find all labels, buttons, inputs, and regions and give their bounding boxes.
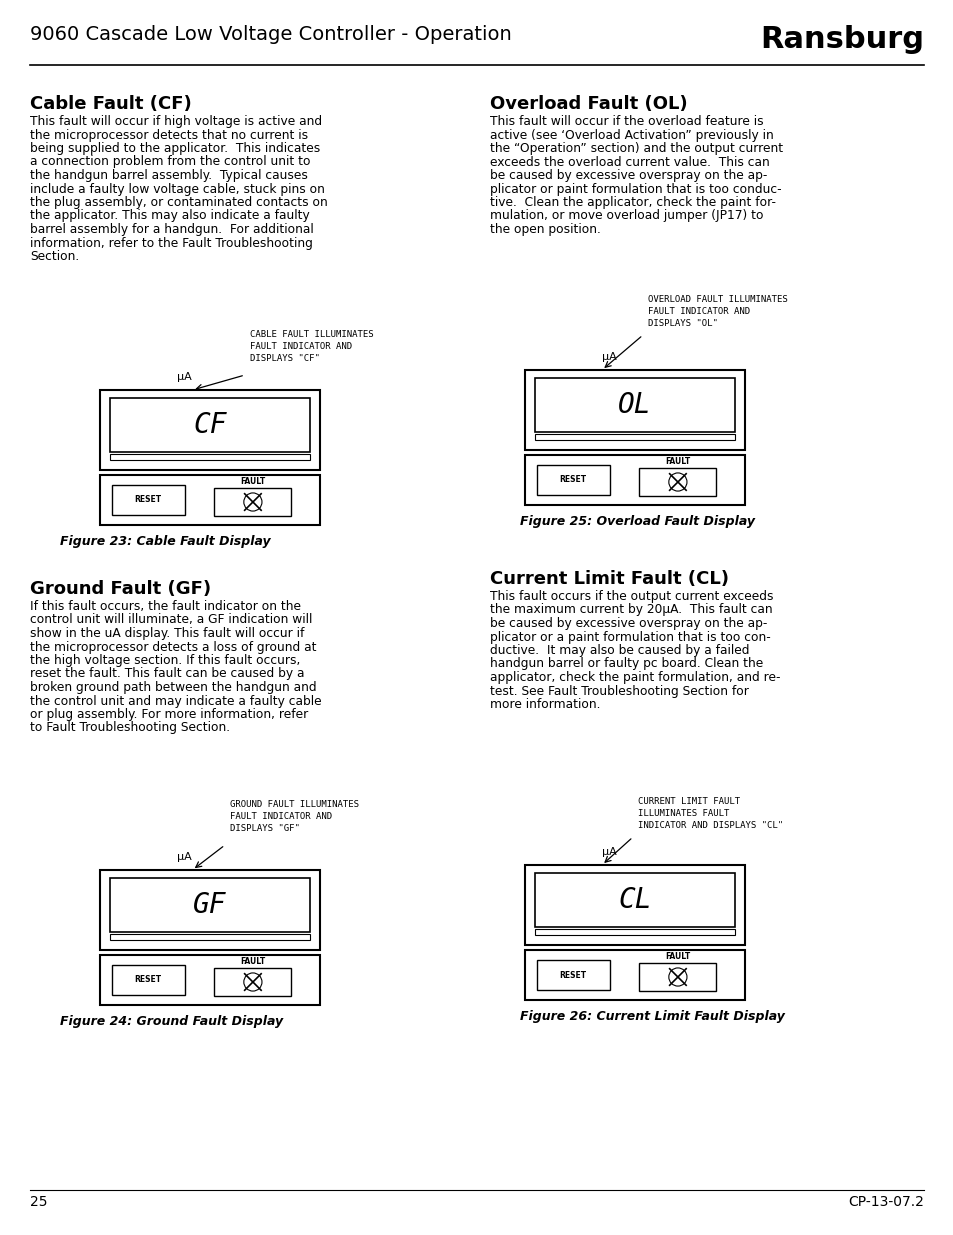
Text: μA: μA (177, 372, 192, 382)
Text: barrel assembly for a handgun.  For additional: barrel assembly for a handgun. For addit… (30, 224, 314, 236)
Text: If this fault occurs, the fault indicator on the: If this fault occurs, the fault indicato… (30, 600, 301, 613)
Text: RESET: RESET (559, 971, 586, 979)
Text: the plug assembly, or contaminated contacts on: the plug assembly, or contaminated conta… (30, 196, 328, 209)
Text: Figure 24: Ground Fault Display: Figure 24: Ground Fault Display (60, 1015, 283, 1028)
Bar (524, 950, 744, 1000)
Text: Overload Fault (OL): Overload Fault (OL) (490, 95, 687, 112)
Text: the “Operation” section) and the output current: the “Operation” section) and the output … (490, 142, 782, 156)
Text: mulation, or move overload jumper (JP17) to: mulation, or move overload jumper (JP17)… (490, 210, 762, 222)
Text: the control unit and may indicate a faulty cable: the control unit and may indicate a faul… (30, 694, 321, 708)
Text: RESET: RESET (559, 475, 586, 484)
Text: the microprocessor detects a loss of ground at: the microprocessor detects a loss of gro… (30, 641, 316, 653)
Bar (537, 960, 609, 990)
Bar (100, 390, 319, 471)
Text: Figure 26: Current Limit Fault Display: Figure 26: Current Limit Fault Display (519, 1010, 784, 1023)
Text: being supplied to the applicator.  This indicates: being supplied to the applicator. This i… (30, 142, 320, 156)
Text: test. See Fault Troubleshooting Section for: test. See Fault Troubleshooting Section … (490, 684, 748, 698)
Bar (535, 873, 734, 927)
Text: μA: μA (177, 852, 192, 862)
Text: 9060 Cascade Low Voltage Controller - Operation: 9060 Cascade Low Voltage Controller - Op… (30, 25, 511, 44)
Text: Section.: Section. (30, 249, 79, 263)
Text: 25: 25 (30, 1195, 48, 1209)
Bar (639, 963, 716, 990)
Text: be caused by excessive overspray on the ap-: be caused by excessive overspray on the … (490, 618, 766, 630)
Text: be caused by excessive overspray on the ap-: be caused by excessive overspray on the … (490, 169, 766, 182)
Bar (535, 433, 734, 440)
Text: μA: μA (601, 847, 616, 857)
Bar (535, 929, 734, 935)
Text: the maximum current by 20μA.  This fault can: the maximum current by 20μA. This fault … (490, 604, 772, 616)
Text: FAULT: FAULT (664, 457, 690, 467)
Text: exceeds the overload current value.  This can: exceeds the overload current value. This… (490, 156, 769, 168)
Bar (639, 468, 716, 495)
Bar (524, 454, 744, 505)
Bar (524, 864, 744, 945)
Text: This fault occurs if the output current exceeds: This fault occurs if the output current … (490, 590, 773, 603)
Bar (537, 466, 609, 495)
Text: FAULT: FAULT (664, 952, 690, 961)
Text: Ground Fault (GF): Ground Fault (GF) (30, 580, 211, 598)
Text: more information.: more information. (490, 698, 599, 711)
Bar (110, 878, 310, 932)
Text: Ransburg: Ransburg (760, 25, 923, 54)
Text: to Fault Troubleshooting Section.: to Fault Troubleshooting Section. (30, 721, 230, 735)
Text: applicator, check the paint formulation, and re-: applicator, check the paint formulation,… (490, 671, 780, 684)
Bar (112, 485, 185, 515)
Bar (524, 370, 744, 450)
Text: Figure 23: Cable Fault Display: Figure 23: Cable Fault Display (60, 535, 271, 548)
Text: the microprocessor detects that no current is: the microprocessor detects that no curre… (30, 128, 308, 142)
Bar (110, 934, 310, 940)
Text: active (see ‘Overload Activation” previously in: active (see ‘Overload Activation” previo… (490, 128, 773, 142)
Bar (112, 965, 185, 995)
Text: broken ground path between the handgun and: broken ground path between the handgun a… (30, 680, 316, 694)
Text: control unit will illuminate, a GF indication will: control unit will illuminate, a GF indic… (30, 614, 312, 626)
Text: show in the uA display. This fault will occur if: show in the uA display. This fault will … (30, 627, 304, 640)
Text: OL: OL (618, 391, 651, 419)
Text: RESET: RESET (134, 495, 162, 505)
Text: handgun barrel or faulty pc board. Clean the: handgun barrel or faulty pc board. Clean… (490, 657, 762, 671)
Bar (100, 475, 319, 525)
Text: the open position.: the open position. (490, 224, 600, 236)
Text: ductive.  It may also be caused by a failed: ductive. It may also be caused by a fail… (490, 643, 749, 657)
Text: Figure 25: Overload Fault Display: Figure 25: Overload Fault Display (519, 515, 754, 529)
Text: the high voltage section. If this fault occurs,: the high voltage section. If this fault … (30, 655, 300, 667)
Text: This fault will occur if the overload feature is: This fault will occur if the overload fe… (490, 115, 762, 128)
Text: reset the fault. This fault can be caused by a: reset the fault. This fault can be cause… (30, 667, 304, 680)
Bar (110, 398, 310, 452)
Text: a connection problem from the control unit to: a connection problem from the control un… (30, 156, 310, 168)
Text: FAULT: FAULT (240, 957, 265, 966)
Bar (100, 869, 319, 950)
Text: CP-13-07.2: CP-13-07.2 (847, 1195, 923, 1209)
Bar (100, 955, 319, 1005)
Text: tive.  Clean the applicator, check the paint for-: tive. Clean the applicator, check the pa… (490, 196, 775, 209)
Text: CL: CL (618, 885, 651, 914)
Bar (535, 378, 734, 432)
Text: OVERLOAD FAULT ILLUMINATES
FAULT INDICATOR AND
DISPLAYS "OL": OVERLOAD FAULT ILLUMINATES FAULT INDICAT… (647, 295, 787, 327)
Bar (214, 488, 291, 516)
Text: CF: CF (193, 411, 227, 438)
Text: GF: GF (193, 890, 227, 919)
Text: the applicator. This may also indicate a faulty: the applicator. This may also indicate a… (30, 210, 310, 222)
Text: RESET: RESET (134, 976, 162, 984)
Text: Current Limit Fault (CL): Current Limit Fault (CL) (490, 571, 728, 588)
Bar (110, 454, 310, 459)
Text: information, refer to the Fault Troubleshooting: information, refer to the Fault Troubles… (30, 236, 313, 249)
Text: CABLE FAULT ILLUMINATES
FAULT INDICATOR AND
DISPLAYS "CF": CABLE FAULT ILLUMINATES FAULT INDICATOR … (250, 330, 374, 363)
Text: FAULT: FAULT (240, 477, 265, 487)
Text: μA: μA (601, 352, 616, 362)
Text: the handgun barrel assembly.  Typical causes: the handgun barrel assembly. Typical cau… (30, 169, 308, 182)
Text: GROUND FAULT ILLUMINATES
FAULT INDICATOR AND
DISPLAYS "GF": GROUND FAULT ILLUMINATES FAULT INDICATOR… (230, 800, 358, 832)
Text: Cable Fault (CF): Cable Fault (CF) (30, 95, 192, 112)
Text: plicator or paint formulation that is too conduc-: plicator or paint formulation that is to… (490, 183, 781, 195)
Bar (214, 968, 291, 995)
Text: or plug assembly. For more information, refer: or plug assembly. For more information, … (30, 708, 308, 721)
Text: plicator or a paint formulation that is too con-: plicator or a paint formulation that is … (490, 631, 770, 643)
Text: CURRENT LIMIT FAULT
ILLUMINATES FAULT
INDICATOR AND DISPLAYS "CL": CURRENT LIMIT FAULT ILLUMINATES FAULT IN… (638, 797, 782, 830)
Text: This fault will occur if high voltage is active and: This fault will occur if high voltage is… (30, 115, 322, 128)
Text: include a faulty low voltage cable, stuck pins on: include a faulty low voltage cable, stuc… (30, 183, 325, 195)
